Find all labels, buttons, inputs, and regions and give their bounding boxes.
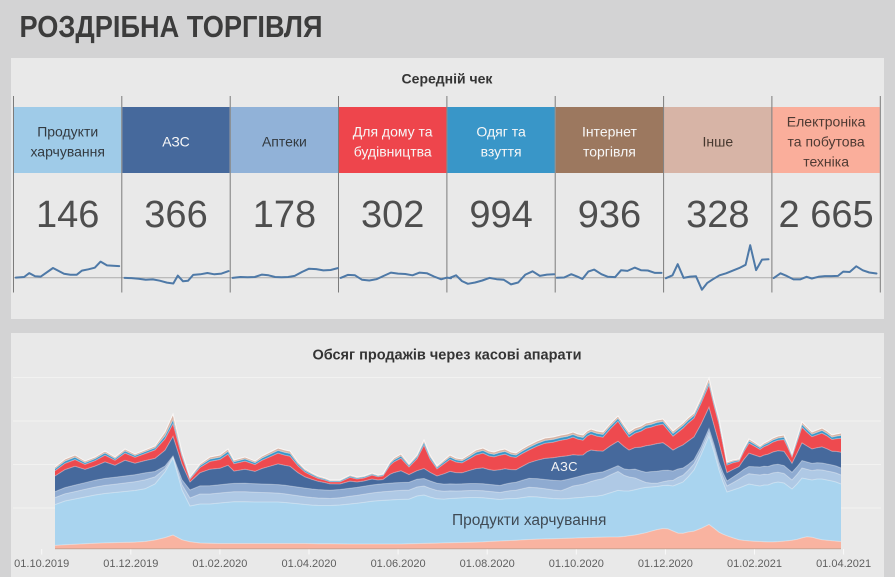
svg-text:Середній чек: Середній чек [402,71,494,87]
svg-text:146: 146 [36,194,99,236]
svg-text:Електроніка: Електроніка [787,114,866,130]
svg-text:2 665: 2 665 [779,194,874,236]
svg-text:АЗС: АЗС [162,134,190,150]
svg-text:328: 328 [686,194,749,236]
svg-text:936: 936 [578,194,641,236]
svg-text:Одяг та: Одяг та [476,124,526,140]
svg-text:01.04.2021: 01.04.2021 [816,558,871,570]
svg-text:01.08.2020: 01.08.2020 [460,558,515,570]
svg-text:Продукти харчування: Продукти харчування [452,512,606,529]
svg-text:01.02.2021: 01.02.2021 [727,558,782,570]
svg-text:01.02.2020: 01.02.2020 [192,558,247,570]
svg-text:366: 366 [144,194,207,236]
svg-text:Інтернет: Інтернет [582,124,638,140]
svg-text:01.12.2019: 01.12.2019 [103,558,158,570]
svg-text:Продукти: Продукти [37,124,98,140]
svg-text:01.10.2019: 01.10.2019 [14,558,69,570]
svg-text:торгівля: торгівля [583,144,636,160]
svg-text:РОЗДРІБНА ТОРГІВЛЯ: РОЗДРІБНА ТОРГІВЛЯ [20,9,323,44]
svg-text:01.10.2020: 01.10.2020 [549,558,604,570]
svg-text:АЗС: АЗС [551,459,578,474]
svg-text:01.12.2020: 01.12.2020 [638,558,693,570]
svg-text:Інше: Інше [702,134,733,150]
svg-text:взуття: взуття [481,144,522,160]
svg-text:994: 994 [469,194,532,236]
svg-text:Аптеки: Аптеки [262,134,307,150]
svg-text:Обсяг продажів через касові ап: Обсяг продажів через касові апарати [312,348,581,364]
svg-text:будівництва: будівництва [354,144,432,160]
svg-text:та побутова: та побутова [788,134,865,150]
svg-text:01.06.2020: 01.06.2020 [371,558,426,570]
svg-text:302: 302 [361,194,424,236]
svg-text:01.04.2020: 01.04.2020 [281,558,336,570]
svg-text:харчування: харчування [30,144,105,160]
svg-text:техніка: техніка [803,154,849,170]
svg-text:Для дому та: Для дому та [353,124,433,140]
svg-text:178: 178 [253,194,316,236]
